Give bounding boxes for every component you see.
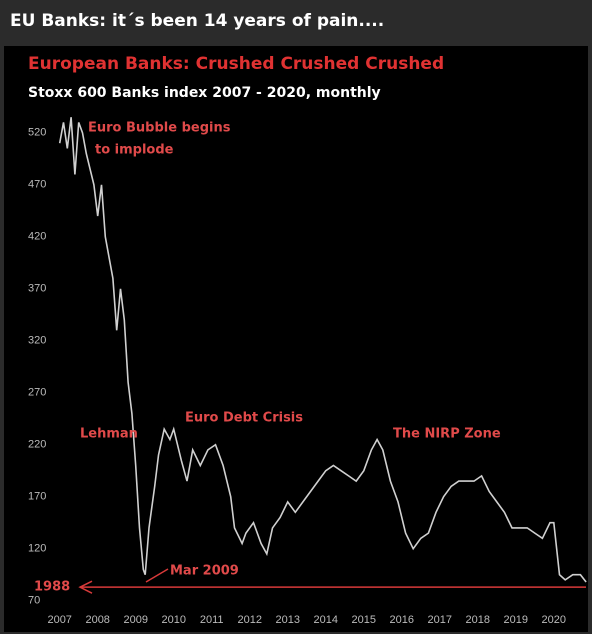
x-tick-label: 2015 bbox=[352, 614, 376, 626]
annotation: Lehman bbox=[80, 427, 138, 442]
x-tick-label: 2008 bbox=[85, 614, 109, 626]
series-line bbox=[58, 117, 587, 583]
y-tick-label: 170 bbox=[28, 491, 46, 503]
y-tick-label: 120 bbox=[28, 543, 46, 555]
chart-subtitle: Stoxx 600 Banks index 2007 - 2020, month… bbox=[28, 85, 381, 101]
y-tick-label: 270 bbox=[28, 387, 46, 399]
y-tick-label: 420 bbox=[28, 231, 46, 243]
annotation: Mar 2009 bbox=[170, 564, 239, 579]
x-tick-label: 2014 bbox=[314, 614, 338, 626]
chart-title: European Banks: Crushed Crushed Crushed bbox=[28, 54, 444, 74]
annotation: 1988 bbox=[34, 580, 70, 595]
y-tick-label: 220 bbox=[28, 439, 46, 451]
x-tick-label: 2007 bbox=[47, 614, 71, 626]
y-tick-label: 320 bbox=[28, 335, 46, 347]
x-tick-label: 2018 bbox=[466, 614, 490, 626]
y-tick-label: 70 bbox=[28, 595, 40, 607]
annotation: Euro Debt Crisis bbox=[185, 411, 303, 426]
x-tick-label: 2009 bbox=[123, 614, 147, 626]
x-tick-label: 2011 bbox=[200, 614, 224, 626]
y-tick-label: 520 bbox=[28, 127, 46, 139]
chart-bg bbox=[4, 46, 588, 632]
annotation: The NIRP Zone bbox=[393, 427, 501, 442]
y-tick-label: 470 bbox=[28, 179, 46, 191]
chart: European Banks: Crushed Crushed Crushed … bbox=[4, 46, 588, 632]
x-tick-label: 2016 bbox=[390, 614, 414, 626]
x-tick-label: 2013 bbox=[276, 614, 300, 626]
annotation: to implode bbox=[95, 143, 174, 158]
annotation: Euro Bubble begins bbox=[88, 121, 231, 136]
header-title: EU Banks: it´s been 14 years of pain.... bbox=[10, 11, 385, 31]
x-tick-label: 2020 bbox=[542, 614, 566, 626]
header: EU Banks: it´s been 14 years of pain.... bbox=[0, 0, 592, 44]
x-tick-label: 2017 bbox=[428, 614, 452, 626]
x-tick-label: 2019 bbox=[504, 614, 528, 626]
arrow bbox=[145, 568, 169, 583]
x-tick-label: 2010 bbox=[161, 614, 185, 626]
x-tick-label: 2012 bbox=[237, 614, 261, 626]
arrow-head bbox=[78, 580, 93, 594]
y-tick-label: 370 bbox=[28, 283, 46, 295]
